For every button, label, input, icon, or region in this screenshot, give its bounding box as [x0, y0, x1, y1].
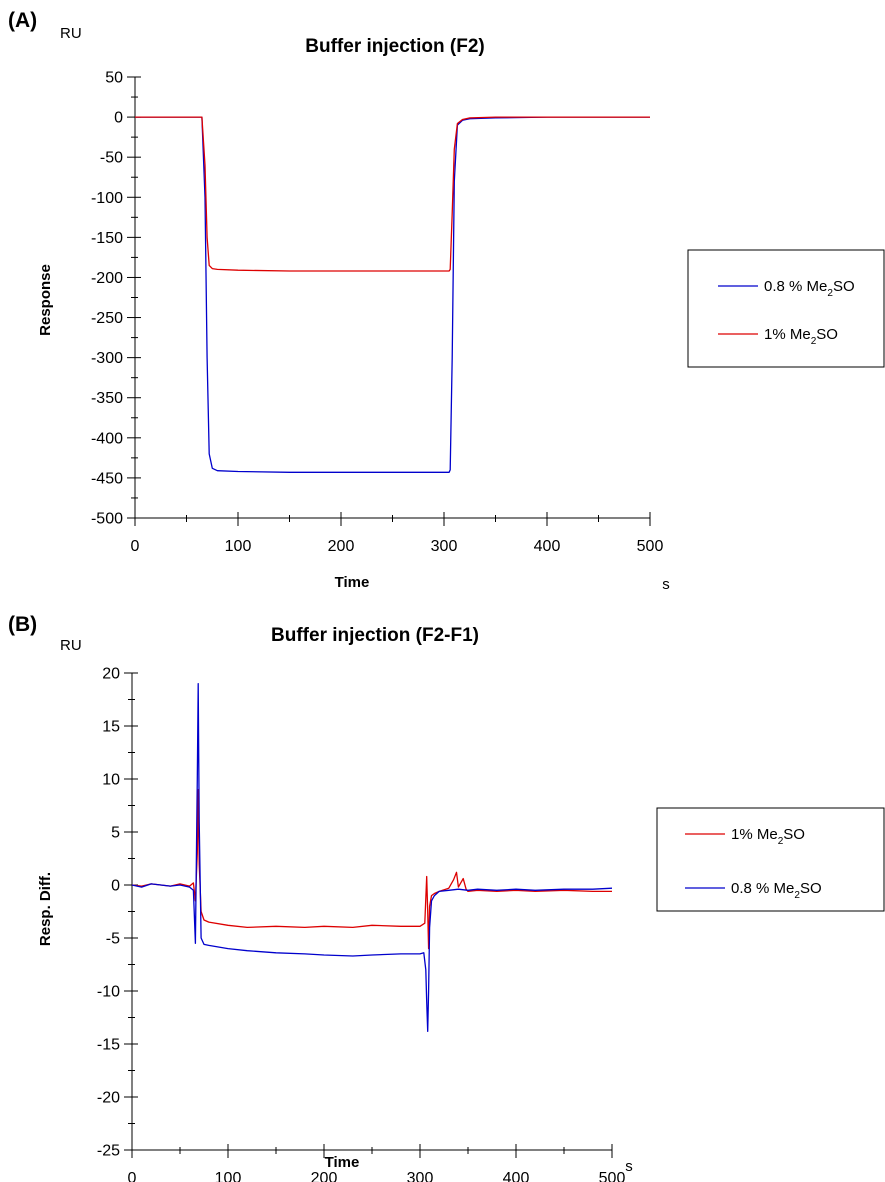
y-tick-label: -10 — [97, 984, 120, 1001]
chart-title: Buffer injection (F2-F1) — [271, 625, 479, 646]
x-tick-label: 500 — [599, 1170, 626, 1182]
x-tick-label: 0 — [131, 538, 140, 555]
y-tick-label: 20 — [102, 666, 120, 683]
series-line-2 — [135, 117, 650, 271]
x-tick-label: 200 — [311, 1170, 338, 1182]
y-tick-label: -25 — [97, 1143, 120, 1160]
x-tick-label: 300 — [431, 538, 458, 555]
y-tick-label: -100 — [91, 190, 123, 207]
x-tick-label: 0 — [128, 1170, 137, 1182]
chart-panel-b: (B) RU Buffer injection (F2-F1) 20 15 10 5 0 -5 -… — [8, 613, 884, 1182]
y-tick-label: -500 — [91, 511, 123, 528]
y-unit-label: RU — [60, 25, 82, 42]
y-tick-label: -150 — [91, 230, 123, 247]
x-tick-label: 400 — [503, 1170, 530, 1182]
x-unit-label: s — [662, 576, 670, 593]
y-axis-title: Resp. Diff. — [37, 872, 54, 946]
y-tick-label: -200 — [91, 270, 123, 287]
chart-title: Buffer injection (F2) — [305, 36, 484, 57]
panel-label: (A) — [8, 9, 37, 32]
y-tick-label: -15 — [97, 1037, 120, 1054]
x-tick-label: 500 — [637, 538, 664, 555]
y-tick-label: -400 — [91, 430, 123, 447]
y-tick-label: -50 — [100, 150, 123, 167]
x-tick-label: 300 — [407, 1170, 434, 1182]
y-tick-label: 5 — [111, 825, 120, 842]
y-tick-label: -250 — [91, 310, 123, 327]
y-tick-label: -350 — [91, 390, 123, 407]
y-tick-label: 50 — [105, 70, 123, 87]
y-tick-label: -5 — [106, 931, 120, 948]
y-axis-title: Response — [37, 264, 54, 336]
x-tick-label: 100 — [215, 1170, 242, 1182]
y-unit-label: RU — [60, 637, 82, 654]
y-tick-label: -450 — [91, 470, 123, 487]
legend-box — [688, 250, 884, 367]
x-tick-label: 200 — [328, 538, 355, 555]
x-tick-label: 100 — [225, 538, 252, 555]
series-line-1 — [132, 790, 612, 949]
x-unit-label: s — [625, 1158, 633, 1175]
y-tick-label: 10 — [102, 772, 120, 789]
x-axis-title: Time — [325, 1154, 360, 1171]
panel-label: (B) — [8, 613, 37, 636]
y-tick-label: 0 — [111, 878, 120, 895]
x-tick-label: 400 — [534, 538, 561, 555]
series-line-2 — [132, 684, 612, 1032]
series-line-1 — [135, 117, 650, 472]
y-tick-label: 15 — [102, 719, 120, 736]
y-tick-label: 0 — [114, 110, 123, 127]
y-tick-label: -300 — [91, 350, 123, 367]
y-tick-label: -20 — [97, 1090, 120, 1107]
x-axis-title: Time — [335, 574, 370, 591]
